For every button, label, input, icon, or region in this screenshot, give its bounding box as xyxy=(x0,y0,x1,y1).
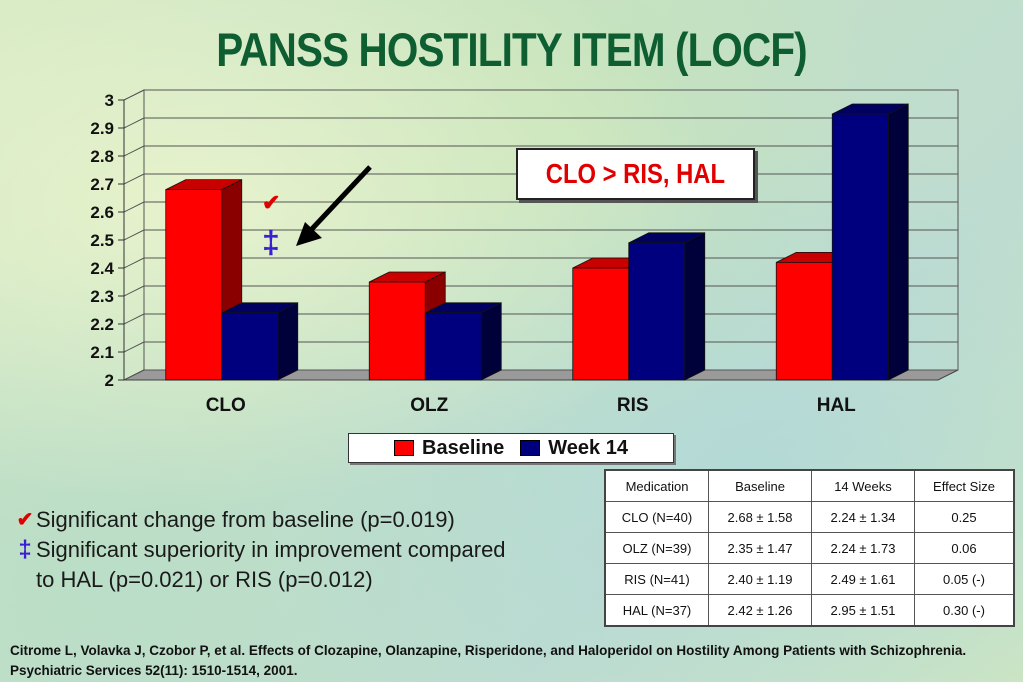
dagger-icon: ‡ xyxy=(18,536,32,563)
table-cell: HAL (N=37) xyxy=(604,594,709,627)
note-item: to HAL (p=0.021) or RIS (p=0.012) xyxy=(14,565,604,595)
table-cell: 2.24 ± 1.73 xyxy=(811,532,915,564)
check-icon: ✔ xyxy=(16,509,34,531)
bar-baseline xyxy=(572,267,630,381)
table-header-cell: 14 Weeks xyxy=(811,469,915,502)
table-header-cell: Effect Size xyxy=(914,469,1015,502)
y-tick-label: 3 xyxy=(105,91,114,110)
x-tick-label: HAL xyxy=(817,395,856,416)
table-cell: OLZ (N=39) xyxy=(604,532,709,564)
legend-swatch-baseline xyxy=(394,440,415,456)
legend-swatch-week14 xyxy=(520,440,541,456)
significance-check-marker: ✔ xyxy=(262,190,281,215)
y-tick-label: 2.3 xyxy=(90,287,114,306)
bar-baseline xyxy=(165,189,223,381)
citation-text: Citrome L, Volavka J, Czobor P, et al. E… xyxy=(10,643,967,678)
bar-week14 xyxy=(424,312,482,381)
y-tick-label: 2.4 xyxy=(90,259,114,278)
bar-baseline xyxy=(368,281,426,381)
gridline-depth xyxy=(123,341,145,353)
gridline-depth xyxy=(123,173,145,185)
significance-notes: ✔ Significant change from baseline (p=0.… xyxy=(14,505,604,595)
y-tick-label: 2.1 xyxy=(90,343,114,362)
table-cell: 0.05 (-) xyxy=(914,563,1015,595)
table-header-cell: Baseline xyxy=(708,469,812,502)
comparison-callout: CLO > RIS, HAL xyxy=(516,148,755,200)
table-header-row: Medication Baseline 14 Weeks Effect Size xyxy=(604,469,1015,502)
table-cell: 2.42 ± 1.26 xyxy=(708,594,812,627)
x-tick-label: OLZ xyxy=(410,395,448,416)
table-row: RIS (N=41) 2.40 ± 1.19 2.49 ± 1.61 0.05 … xyxy=(604,563,1015,595)
bar-week14-side xyxy=(277,302,299,381)
legend-label-week14: Week 14 xyxy=(548,436,628,459)
y-tick-label: 2.7 xyxy=(90,175,114,194)
table-cell: RIS (N=41) xyxy=(604,563,709,595)
pointer-arrow-shaft xyxy=(308,165,372,233)
table-row: CLO (N=40) 2.68 ± 1.58 2.24 ± 1.34 0.25 xyxy=(604,501,1015,533)
gridline-depth xyxy=(123,89,145,101)
bar-week14 xyxy=(831,113,889,381)
note-item: ‡ Significant superiority in improvement… xyxy=(14,535,604,565)
bar-week14-side xyxy=(480,302,502,381)
chart-legend: Baseline Week 14 xyxy=(348,433,674,463)
y-tick-label: 2.2 xyxy=(90,315,114,334)
table-cell: CLO (N=40) xyxy=(604,501,709,533)
note-text: Significant superiority in improvement c… xyxy=(36,537,506,562)
x-tick-label: CLO xyxy=(206,395,246,416)
table-row: OLZ (N=39) 2.35 ± 1.47 2.24 ± 1.73 0.06 xyxy=(604,532,1015,564)
table-cell: 0.25 xyxy=(914,501,1015,533)
bar-baseline xyxy=(775,261,833,381)
note-item: ✔ Significant change from baseline (p=0.… xyxy=(14,505,604,535)
gridline-depth xyxy=(123,313,145,325)
legend-item-baseline: Baseline xyxy=(394,437,504,460)
note-text: to HAL (p=0.021) or RIS (p=0.012) xyxy=(36,567,373,592)
gridline-depth xyxy=(123,145,145,157)
gridline-depth xyxy=(123,285,145,297)
legend-label-baseline: Baseline xyxy=(422,436,505,459)
gridline-depth xyxy=(123,229,145,241)
gridline-depth xyxy=(123,117,145,129)
y-tick-label: 2 xyxy=(105,371,114,390)
significance-dagger-marker: ‡ xyxy=(262,224,280,260)
results-table: Medication Baseline 14 Weeks Effect Size… xyxy=(604,469,1015,627)
table-cell: 2.49 ± 1.61 xyxy=(811,563,915,595)
page-title: PANSS HOSTILITY ITEM (LOCF) xyxy=(216,23,807,76)
y-tick-label: 2.9 xyxy=(90,119,114,138)
table-header-cell: Medication xyxy=(604,469,709,502)
bar-week14-side xyxy=(684,232,706,381)
bar-week14-side xyxy=(887,103,909,381)
gridline-depth xyxy=(123,257,145,269)
table-cell: 2.95 ± 1.51 xyxy=(811,594,915,627)
pointer-arrow-head xyxy=(296,222,322,246)
table-cell: 2.68 ± 1.58 xyxy=(708,501,812,533)
table-cell: 2.24 ± 1.34 xyxy=(811,501,915,533)
note-text: Significant change from baseline (p=0.01… xyxy=(36,507,455,532)
y-tick-label: 2.6 xyxy=(90,203,114,222)
gridline-depth xyxy=(123,201,145,213)
x-tick-label: RIS xyxy=(617,395,649,416)
legend-item-week14: Week 14 xyxy=(520,437,628,460)
y-tick-label: 2.5 xyxy=(90,231,114,250)
table-cell: 2.35 ± 1.47 xyxy=(708,532,812,564)
table-cell: 0.30 (-) xyxy=(914,594,1015,627)
table-cell: 2.40 ± 1.19 xyxy=(708,563,812,595)
gridline-depth xyxy=(123,369,145,381)
callout-text: CLO > RIS, HAL xyxy=(545,158,726,189)
table-cell: 0.06 xyxy=(914,532,1015,564)
bar-week14 xyxy=(221,312,279,381)
table-row: HAL (N=37) 2.42 ± 1.26 2.95 ± 1.51 0.30 … xyxy=(604,594,1015,627)
bar-week14 xyxy=(628,242,686,381)
y-tick-label: 2.8 xyxy=(90,147,114,166)
